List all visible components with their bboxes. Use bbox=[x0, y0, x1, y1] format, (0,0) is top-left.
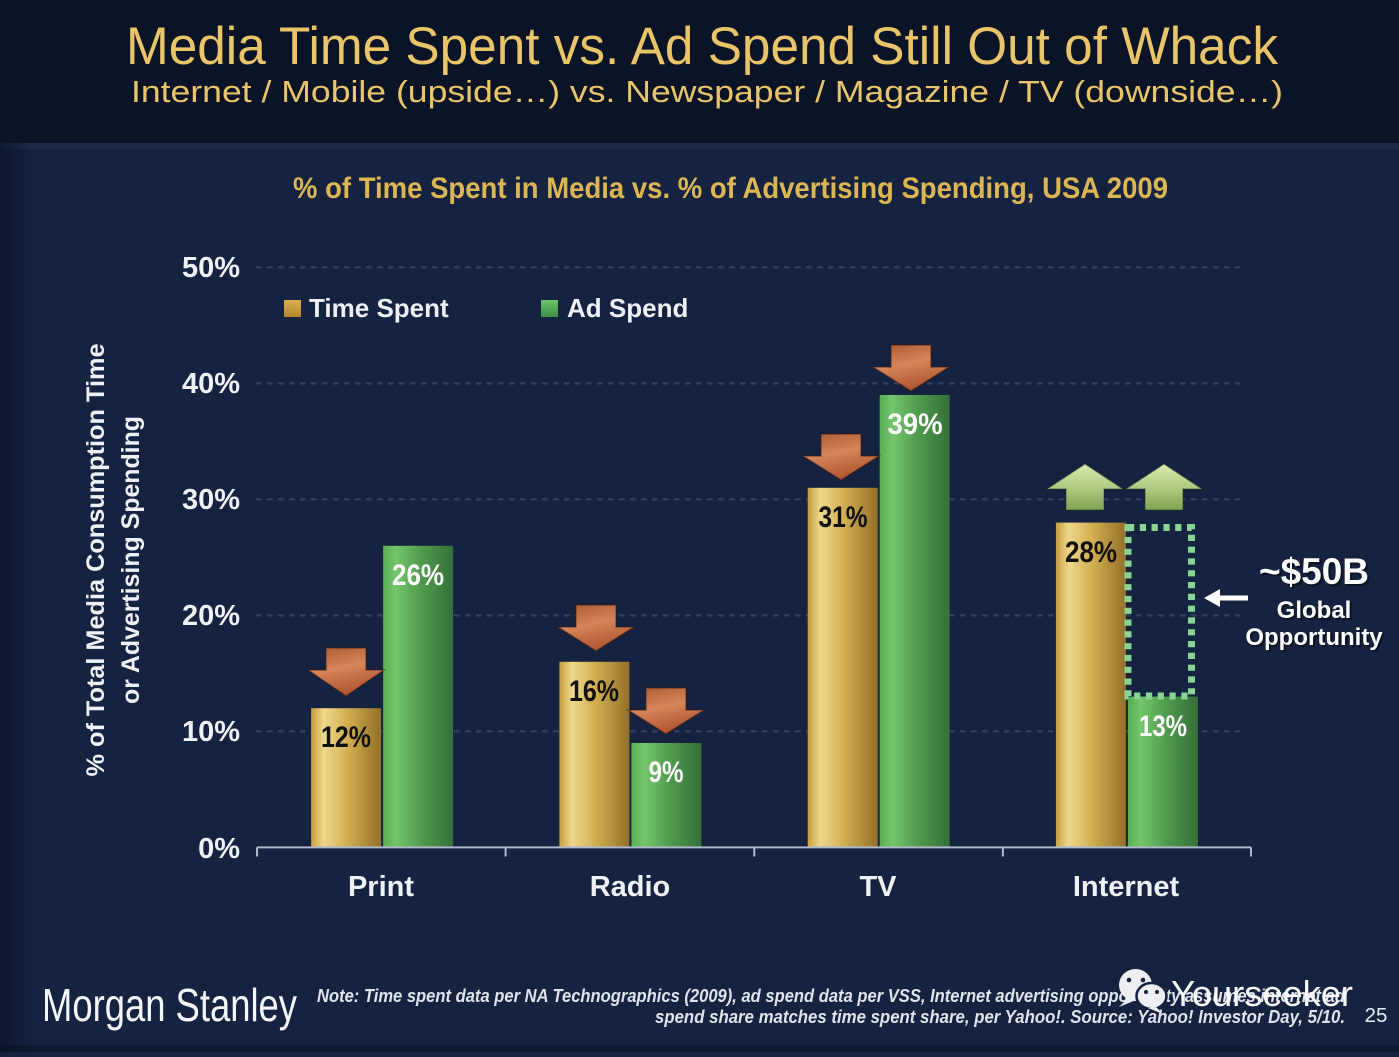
svg-text:Morgan Stanley: Morgan Stanley bbox=[42, 979, 297, 1031]
svg-text:Yourseeker: Yourseeker bbox=[1171, 973, 1353, 1014]
svg-text:50%: 50% bbox=[182, 252, 240, 284]
svg-text:30%: 30% bbox=[182, 484, 240, 516]
svg-text:28%: 28% bbox=[1065, 536, 1117, 569]
svg-text:or Advertising Spending: or Advertising Spending bbox=[117, 416, 145, 704]
svg-text:Time Spent: Time Spent bbox=[309, 293, 449, 323]
svg-text:Radio: Radio bbox=[590, 871, 671, 903]
svg-text:Opportunity: Opportunity bbox=[1247, 626, 1385, 653]
svg-text:% of Total Media Consumption T: % of Total Media Consumption Time bbox=[82, 343, 110, 776]
svg-text:31%: 31% bbox=[819, 501, 868, 534]
svg-text:26%: 26% bbox=[392, 559, 444, 592]
svg-text:TV: TV bbox=[859, 871, 897, 903]
svg-text:0%: 0% bbox=[198, 833, 240, 865]
svg-text:12%: 12% bbox=[321, 721, 371, 754]
svg-text:Global: Global bbox=[1279, 599, 1354, 626]
svg-text:10%: 10% bbox=[182, 716, 240, 748]
svg-text:Internet / Mobile (upside…) vs: Internet / Mobile (upside…) vs. Newspape… bbox=[131, 74, 1283, 109]
svg-text:spend share matches time spent: spend share matches time spent share, pe… bbox=[655, 1006, 1345, 1027]
svg-text:25: 25 bbox=[1365, 1004, 1388, 1027]
svg-text:Ad Spend: Ad Spend bbox=[567, 293, 688, 323]
svg-text:9%: 9% bbox=[649, 756, 684, 789]
svg-text:39%: 39% bbox=[888, 408, 943, 441]
svg-text:40%: 40% bbox=[182, 368, 240, 400]
svg-text:~$50B: ~$50B bbox=[1259, 551, 1369, 592]
svg-text:Note: Time spent data per NA T: Note: Time spent data per NA Technograph… bbox=[317, 985, 1346, 1006]
svg-text:Print: Print bbox=[348, 871, 414, 903]
svg-text:16%: 16% bbox=[569, 675, 619, 708]
svg-text:20%: 20% bbox=[182, 600, 240, 632]
svg-text:13%: 13% bbox=[1139, 710, 1187, 743]
svg-text:Media Time Spent vs. Ad Spend: Media Time Spent vs. Ad Spend Still Out … bbox=[126, 17, 1278, 76]
svg-text:Opportunity: Opportunity bbox=[1245, 624, 1383, 651]
svg-text:Internet: Internet bbox=[1073, 871, 1180, 903]
svg-text:Global: Global bbox=[1277, 597, 1352, 624]
svg-text:~$50B: ~$50B bbox=[1261, 553, 1371, 594]
svg-text:% of Time Spent in Media vs. %: % of Time Spent in Media vs. % of Advert… bbox=[293, 172, 1168, 205]
